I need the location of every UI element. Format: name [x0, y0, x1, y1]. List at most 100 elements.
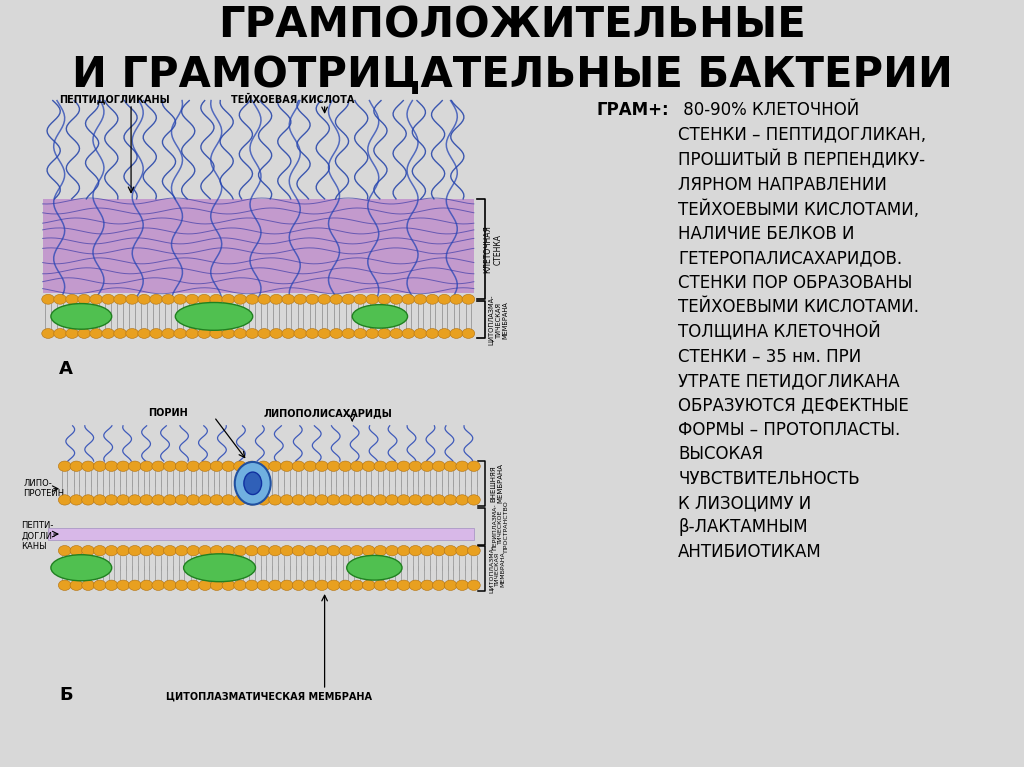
Text: ГРАМ+:: ГРАМ+: — [597, 101, 670, 120]
Circle shape — [140, 495, 153, 505]
Circle shape — [70, 461, 83, 472]
Circle shape — [438, 295, 451, 304]
Circle shape — [90, 328, 102, 338]
Circle shape — [444, 545, 457, 556]
Circle shape — [117, 495, 129, 505]
Circle shape — [306, 328, 318, 338]
Circle shape — [304, 580, 316, 591]
Circle shape — [414, 295, 427, 304]
Circle shape — [198, 328, 211, 338]
Circle shape — [58, 545, 71, 556]
Circle shape — [54, 328, 67, 338]
Circle shape — [128, 580, 141, 591]
Text: ГРАМПОЛОЖИТЕЛЬНЫЕ: ГРАМПОЛОЖИТЕЛЬНЫЕ — [218, 5, 806, 47]
Circle shape — [410, 495, 422, 505]
Circle shape — [93, 495, 106, 505]
Circle shape — [390, 295, 402, 304]
Circle shape — [362, 495, 375, 505]
Circle shape — [246, 328, 259, 338]
Circle shape — [246, 545, 258, 556]
Text: КЛЕТОЧНАЯ
СТЕНКА: КЛЕТОЧНАЯ СТЕНКА — [483, 225, 503, 273]
Circle shape — [210, 461, 223, 472]
Circle shape — [315, 461, 329, 472]
Circle shape — [90, 295, 102, 304]
Circle shape — [93, 461, 106, 472]
Circle shape — [397, 545, 411, 556]
Circle shape — [444, 580, 457, 591]
Circle shape — [386, 461, 398, 472]
Circle shape — [468, 545, 480, 556]
Text: 80-90% КЛЕТОЧНОЙ
СТЕНКИ – ПЕПТИДОГЛИКАН,
ПРОШИТЫЙ В ПЕРПЕНДИКУ-
ЛЯРНОМ НАПРАВЛЕН: 80-90% КЛЕТОЧНОЙ СТЕНКИ – ПЕПТИДОГЛИКАН,… — [678, 101, 927, 561]
Circle shape — [432, 495, 445, 505]
Circle shape — [462, 295, 475, 304]
Circle shape — [187, 461, 200, 472]
Circle shape — [258, 328, 270, 338]
Circle shape — [140, 461, 153, 472]
Circle shape — [140, 580, 153, 591]
Circle shape — [78, 295, 90, 304]
Circle shape — [294, 295, 306, 304]
Circle shape — [328, 580, 340, 591]
Circle shape — [257, 545, 270, 556]
Circle shape — [339, 580, 351, 591]
Text: ЦИТОПЛАЗМА-
ТИЧЕСКАЯ
МЕМБРАНА: ЦИТОПЛАЗМА- ТИЧЕСКАЯ МЕМБРАНА — [488, 545, 506, 593]
FancyBboxPatch shape — [43, 199, 474, 293]
Circle shape — [210, 495, 223, 505]
Circle shape — [162, 295, 174, 304]
Circle shape — [292, 580, 305, 591]
Circle shape — [328, 495, 340, 505]
Circle shape — [82, 461, 94, 472]
Circle shape — [140, 545, 153, 556]
Circle shape — [362, 580, 375, 591]
Circle shape — [164, 580, 176, 591]
Circle shape — [292, 495, 305, 505]
Circle shape — [175, 461, 188, 472]
Circle shape — [222, 580, 234, 591]
Circle shape — [93, 580, 106, 591]
Circle shape — [174, 328, 186, 338]
Text: ПОРИН: ПОРИН — [147, 408, 187, 418]
Ellipse shape — [352, 304, 408, 328]
Circle shape — [93, 545, 106, 556]
Circle shape — [233, 495, 247, 505]
Circle shape — [164, 545, 176, 556]
Circle shape — [222, 461, 234, 472]
Circle shape — [468, 580, 480, 591]
Circle shape — [270, 328, 283, 338]
Circle shape — [362, 461, 375, 472]
Circle shape — [175, 545, 188, 556]
Text: ПЕРИПЛАЗМА-
ТИЧЕСКОЕ
ПРОСТРАНСТВО: ПЕРИПЛАЗМА- ТИЧЕСКОЕ ПРОСТРАНСТВО — [493, 501, 509, 552]
Circle shape — [339, 495, 351, 505]
Circle shape — [268, 461, 282, 472]
Circle shape — [444, 461, 457, 472]
Text: ПЕПТИДОГЛИКАНЫ: ПЕПТИДОГЛИКАНЫ — [59, 94, 170, 105]
Circle shape — [152, 461, 165, 472]
Circle shape — [315, 495, 329, 505]
Ellipse shape — [175, 302, 253, 331]
Circle shape — [82, 580, 94, 591]
Text: ВНЕШНЯЯ
МЕМБРАНА: ВНЕШНЯЯ МЕМБРАНА — [490, 463, 504, 503]
Circle shape — [386, 545, 398, 556]
Circle shape — [70, 580, 83, 591]
Circle shape — [164, 461, 176, 472]
Circle shape — [378, 295, 391, 304]
Circle shape — [233, 580, 247, 591]
Circle shape — [397, 580, 411, 591]
Circle shape — [282, 328, 295, 338]
Circle shape — [162, 328, 174, 338]
Circle shape — [350, 545, 364, 556]
Circle shape — [350, 461, 364, 472]
Circle shape — [410, 545, 422, 556]
Circle shape — [390, 328, 402, 338]
Circle shape — [354, 295, 367, 304]
Circle shape — [362, 545, 375, 556]
Circle shape — [117, 580, 129, 591]
Circle shape — [152, 495, 165, 505]
Circle shape — [304, 495, 316, 505]
Circle shape — [374, 580, 387, 591]
Circle shape — [152, 580, 165, 591]
Circle shape — [426, 295, 438, 304]
Circle shape — [222, 545, 234, 556]
Text: ЛИПО-
ПРОТЕИН: ЛИПО- ПРОТЕИН — [24, 479, 65, 499]
Text: Б: Б — [59, 686, 73, 704]
